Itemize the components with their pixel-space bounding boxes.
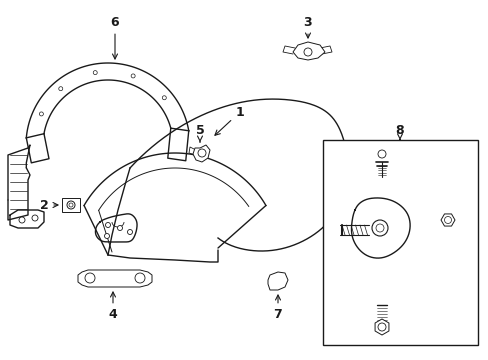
Circle shape <box>371 220 387 236</box>
Polygon shape <box>267 272 287 290</box>
Polygon shape <box>193 145 209 162</box>
Text: 8: 8 <box>395 123 404 139</box>
Circle shape <box>104 234 109 239</box>
Text: 2: 2 <box>40 198 58 212</box>
Polygon shape <box>78 270 152 287</box>
Polygon shape <box>440 214 454 226</box>
Text: 3: 3 <box>303 15 312 38</box>
Circle shape <box>93 71 97 75</box>
Circle shape <box>135 273 145 283</box>
Bar <box>323 140 477 345</box>
Circle shape <box>19 217 25 223</box>
Text: 5: 5 <box>195 123 204 142</box>
Circle shape <box>131 74 135 78</box>
Circle shape <box>85 273 95 283</box>
Text: 7: 7 <box>273 295 282 321</box>
Circle shape <box>59 87 62 91</box>
Circle shape <box>198 149 205 157</box>
Circle shape <box>444 216 450 224</box>
Circle shape <box>375 224 383 232</box>
Circle shape <box>105 222 110 228</box>
Bar <box>62 198 80 212</box>
Circle shape <box>377 323 385 331</box>
Polygon shape <box>292 42 325 60</box>
Circle shape <box>117 225 122 230</box>
Circle shape <box>304 48 311 56</box>
Circle shape <box>162 96 166 100</box>
Polygon shape <box>374 146 388 162</box>
Polygon shape <box>374 319 388 335</box>
Text: 4: 4 <box>108 292 117 321</box>
Circle shape <box>69 203 73 207</box>
Text: 1: 1 <box>215 105 244 135</box>
Text: 6: 6 <box>110 15 119 59</box>
Circle shape <box>67 201 75 209</box>
Circle shape <box>127 230 132 234</box>
Circle shape <box>377 150 385 158</box>
Circle shape <box>32 215 38 221</box>
Circle shape <box>40 112 43 116</box>
